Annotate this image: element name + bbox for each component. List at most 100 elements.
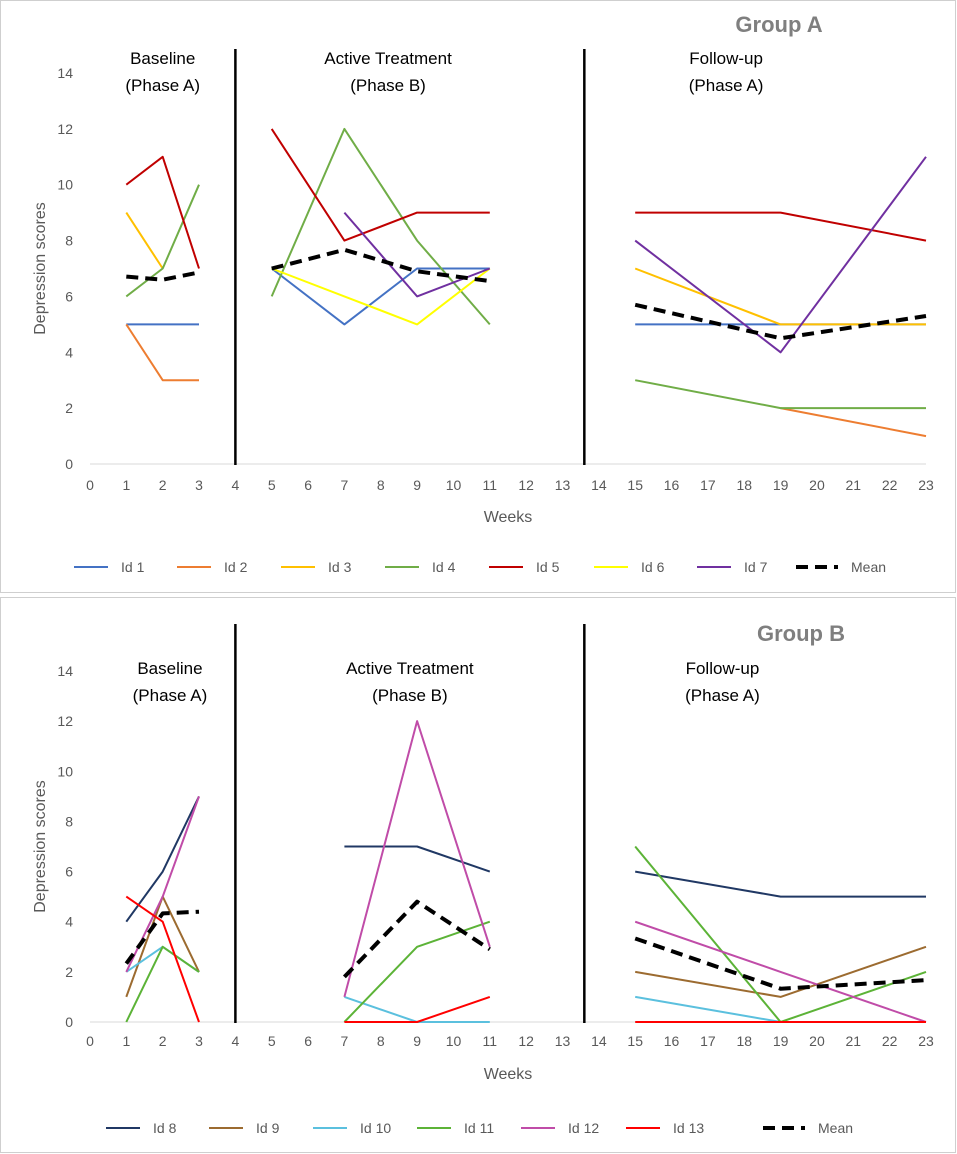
x-tick-label: 21 bbox=[846, 1033, 862, 1049]
y-tick-label: 14 bbox=[57, 65, 73, 81]
y-tick-label: 10 bbox=[57, 763, 73, 779]
phase-sublabel: (Phase A) bbox=[133, 686, 208, 705]
chart-panel-group-a: 0 2 4 6 8 10 12 14 0 1 2 3 4 5 6 7 8 9 10 11 12 13 14 15 16 17 18 1… bbox=[0, 0, 956, 593]
y-tick-label: 4 bbox=[65, 914, 73, 930]
x-tick-label: 0 bbox=[86, 1033, 94, 1049]
x-tick-label: 13 bbox=[555, 477, 571, 493]
series-line-segment bbox=[125, 895, 200, 1023]
x-tick-label: 1 bbox=[122, 1033, 130, 1049]
x-tick-label: 22 bbox=[882, 1033, 898, 1049]
x-tick-label: 15 bbox=[627, 1033, 643, 1049]
series-id-12 bbox=[125, 720, 927, 1023]
y-tick-label: 12 bbox=[57, 713, 73, 729]
x-tick-label: 7 bbox=[341, 477, 349, 493]
x-tick-label: 3 bbox=[195, 477, 203, 493]
series-line-segment bbox=[271, 267, 491, 326]
y-tick-label: 6 bbox=[65, 288, 73, 304]
legend-label: Id 10 bbox=[360, 1120, 391, 1136]
x-tick-label: 10 bbox=[446, 1033, 462, 1049]
x-tick-label: 1 bbox=[122, 477, 130, 493]
series-line-segment bbox=[343, 720, 491, 998]
y-tick-label: 6 bbox=[65, 864, 73, 880]
x-tick-label: 6 bbox=[304, 1033, 312, 1049]
series-id-10 bbox=[125, 945, 926, 1023]
y-tick-label: 2 bbox=[65, 400, 73, 416]
x-tick-label: 19 bbox=[773, 477, 789, 493]
x-tick-label: 6 bbox=[304, 477, 312, 493]
y-tick-label: 14 bbox=[57, 663, 73, 679]
x-tick-label: 10 bbox=[446, 477, 462, 493]
x-tick-label: 16 bbox=[664, 1033, 680, 1049]
y-tick-label: 0 bbox=[65, 456, 73, 472]
x-tick-label: 11 bbox=[483, 1033, 498, 1049]
x-axis-title: Weeks bbox=[484, 509, 533, 526]
y-tick-label: 2 bbox=[65, 964, 73, 980]
x-tick-label: 15 bbox=[627, 477, 643, 493]
x-tick-label: 11 bbox=[483, 477, 498, 493]
series-line-segment bbox=[635, 945, 927, 998]
series-line-segment bbox=[344, 845, 491, 873]
legend-label: Id 3 bbox=[328, 559, 352, 575]
x-tick-label: 4 bbox=[231, 477, 239, 493]
series-id-1 bbox=[126, 267, 926, 326]
y-tick-label: 8 bbox=[65, 233, 73, 249]
legend-label: Mean bbox=[818, 1120, 853, 1136]
legend-label: Id 1 bbox=[121, 559, 145, 575]
x-tick-label: 5 bbox=[268, 477, 276, 493]
series-line-segment bbox=[270, 128, 490, 242]
x-tick-label: 18 bbox=[736, 477, 752, 493]
x-tick-label: 23 bbox=[918, 1033, 934, 1049]
series-mean bbox=[124, 899, 927, 991]
series-line-segment bbox=[271, 267, 490, 326]
chart-title: Group B bbox=[757, 621, 845, 646]
x-tick-label: 21 bbox=[846, 477, 862, 493]
series-line-segment bbox=[635, 870, 926, 898]
series-mean bbox=[126, 247, 927, 341]
x-tick-label: 7 bbox=[341, 1033, 349, 1049]
x-tick-label: 5 bbox=[268, 1033, 276, 1049]
x-tick-label: 12 bbox=[518, 477, 534, 493]
x-axis-title: Weeks bbox=[484, 1066, 533, 1083]
x-tick-label: 8 bbox=[377, 1033, 385, 1049]
phase-sublabel: (Phase B) bbox=[350, 76, 426, 95]
x-tick-label: 3 bbox=[195, 1033, 203, 1049]
phase-label: Baseline bbox=[137, 659, 202, 678]
legend-label: Id 9 bbox=[256, 1120, 280, 1136]
series-line-segment bbox=[125, 945, 200, 1023]
x-tick-label: 23 bbox=[918, 477, 934, 493]
x-tick-label: 18 bbox=[736, 1033, 752, 1049]
x-tick-label: 13 bbox=[555, 1033, 571, 1049]
series-id-8 bbox=[125, 795, 926, 923]
series-line-segment bbox=[634, 156, 927, 354]
legend-label: Id 7 bbox=[744, 559, 768, 575]
legend-label: Id 8 bbox=[153, 1120, 177, 1136]
y-tick-label: 8 bbox=[65, 813, 73, 829]
series-id-2 bbox=[125, 323, 927, 438]
series-id-13 bbox=[125, 895, 926, 1023]
x-tick-label: 12 bbox=[518, 1033, 534, 1049]
phase-sublabel: (Phase A) bbox=[685, 686, 760, 705]
x-tick-label: 2 bbox=[159, 1033, 167, 1049]
legend-label: Id 4 bbox=[432, 559, 456, 575]
legend-label: Id 2 bbox=[224, 559, 248, 575]
series-id-9 bbox=[125, 895, 927, 998]
phase-sublabel: (Phase B) bbox=[372, 686, 448, 705]
x-tick-label: 8 bbox=[377, 477, 385, 493]
series-line-segment bbox=[126, 270, 200, 282]
x-tick-label: 17 bbox=[700, 477, 716, 493]
x-tick-label: 14 bbox=[591, 477, 607, 493]
series-line-segment bbox=[634, 302, 927, 341]
series-line-segment bbox=[634, 936, 927, 991]
y-tick-label: 4 bbox=[65, 344, 73, 360]
series-line-segment bbox=[780, 407, 927, 438]
x-tick-label: 2 bbox=[159, 477, 167, 493]
series-id-3 bbox=[125, 212, 926, 326]
x-tick-label: 19 bbox=[773, 1033, 789, 1049]
chart-title: Group A bbox=[735, 12, 822, 37]
legend-label: Mean bbox=[851, 559, 886, 575]
legend-label: Id 6 bbox=[641, 559, 665, 575]
phase-sublabel: (Phase A) bbox=[689, 76, 764, 95]
x-tick-label: 9 bbox=[413, 477, 421, 493]
legend-label: Id 11 bbox=[464, 1120, 494, 1136]
